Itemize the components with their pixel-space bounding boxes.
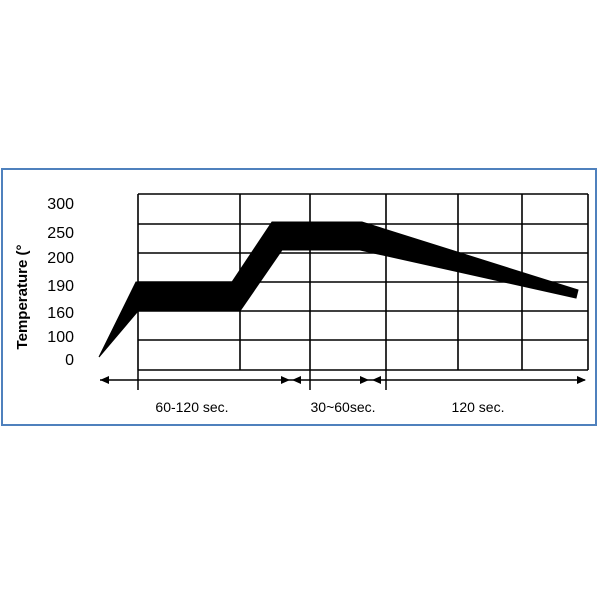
- y-axis-label: Temperature (°: [14, 245, 31, 350]
- arrowhead-left: [100, 376, 109, 384]
- duration-label: 120 sec.: [452, 399, 505, 415]
- arrowhead-right: [281, 376, 290, 384]
- duration-label: 30~60sec.: [311, 399, 376, 415]
- arrowhead-left: [372, 376, 381, 384]
- arrowhead-right: [360, 376, 369, 384]
- y-tick-label: 0: [65, 352, 74, 369]
- duration-label: 60-120 sec.: [155, 399, 228, 415]
- arrowhead-right: [577, 376, 586, 384]
- y-tick-label: 190: [47, 278, 74, 295]
- y-tick-label: 160: [47, 305, 74, 322]
- arrowhead-left: [292, 376, 301, 384]
- y-tick-label: 300: [47, 196, 74, 213]
- y-tick-label: 200: [47, 250, 74, 267]
- y-tick-label: 250: [47, 225, 74, 242]
- temperature-band: [98, 221, 579, 358]
- y-tick-label: 100: [47, 329, 74, 346]
